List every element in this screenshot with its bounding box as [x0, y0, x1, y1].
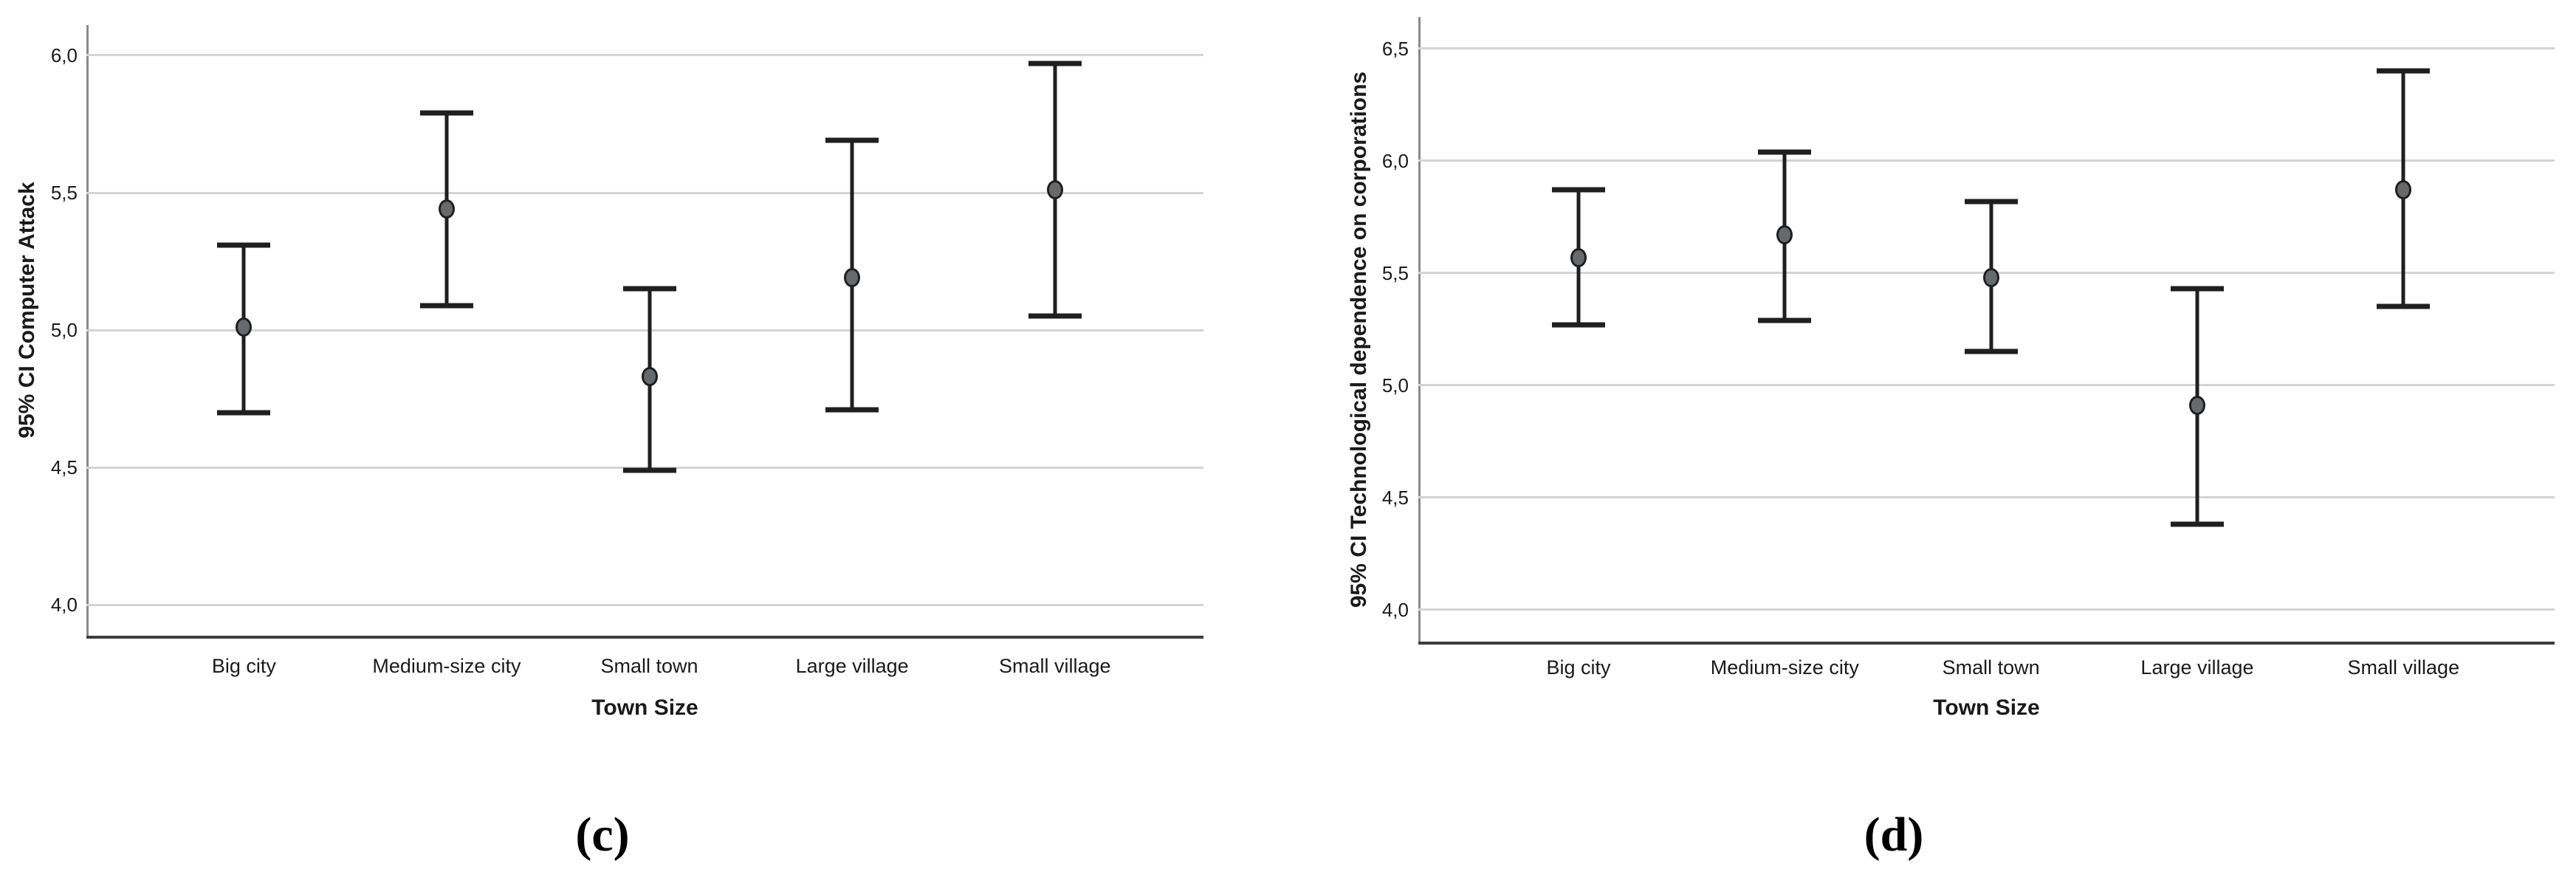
mean-marker-Big city — [1570, 247, 1587, 267]
plot-area-d — [1418, 17, 2555, 645]
error-bar-cap-low — [1758, 317, 1812, 323]
x-tick-label-Medium-size city: Medium-size city — [372, 655, 521, 677]
gridline-6,0 — [1418, 159, 2555, 162]
y-tick-label: 5,5 — [50, 182, 78, 204]
x-tick-label-Big city: Big city — [211, 655, 276, 677]
y-tick-label: 5,0 — [50, 319, 78, 342]
error-bar-cap-low — [1028, 313, 1082, 319]
error-bar-cap-high — [1964, 199, 2018, 205]
y-tick-label: 4,0 — [1381, 598, 1409, 621]
gridline-4,5 — [1418, 496, 2555, 499]
x-tick-label-Medium-size city: Medium-size city — [1710, 656, 1859, 679]
x-axis-line-d — [1418, 642, 2555, 645]
y-tick-label: 5,5 — [1381, 261, 1409, 284]
y-axis-title-c: 95% CI Computer Attack — [15, 182, 39, 439]
mean-marker-Small town — [1982, 267, 1999, 287]
y-tick-label: 5,0 — [1381, 374, 1409, 396]
y-axis-line-c — [86, 25, 89, 639]
x-axis-title-d: Town Size — [1933, 696, 2040, 720]
y-tick-label: 6,5 — [1381, 37, 1409, 60]
gridline-4,0 — [1418, 608, 2555, 611]
gridline-6,0 — [86, 54, 1203, 57]
error-bar-cap-high — [419, 110, 473, 116]
gridline-6,5 — [1418, 47, 2555, 50]
mean-marker-Big city — [236, 317, 253, 337]
gridline-4,5 — [86, 466, 1203, 469]
error-bar-cap-low — [622, 467, 676, 473]
x-tick-label-Large village: Large village — [795, 655, 909, 677]
caption-c: (c) — [575, 808, 630, 862]
error-bar-cap-high — [1758, 149, 1812, 155]
error-bar-cap-high — [1551, 187, 1605, 193]
error-bar-cap-low — [217, 410, 271, 416]
y-tick-label: 4,5 — [50, 456, 78, 479]
error-bar-cap-low — [419, 303, 473, 309]
x-tick-label-Big city: Big city — [1546, 656, 1611, 679]
error-bar-cap-low — [1964, 348, 2018, 354]
mean-marker-Small village — [2395, 180, 2412, 200]
x-axis-title-c: Town Size — [591, 696, 698, 720]
x-tick-label-Small village: Small village — [2347, 656, 2460, 679]
mean-marker-Medium-size city — [438, 199, 455, 219]
y-tick-label: 4,5 — [1381, 486, 1409, 509]
error-bar-cap-high — [1028, 61, 1082, 66]
error-bar-cap-high — [2170, 286, 2224, 292]
error-bar-cap-high — [825, 137, 879, 143]
mean-marker-Small village — [1046, 180, 1063, 200]
plot-area-c — [86, 25, 1203, 639]
error-bar-cap-low — [1551, 322, 1605, 328]
mean-marker-Large village — [2188, 396, 2205, 416]
x-axis-line-c — [86, 636, 1203, 639]
error-bar-cap-high — [217, 242, 271, 248]
x-tick-label-Small village: Small village — [998, 655, 1111, 677]
error-bar-cap-low — [825, 407, 879, 413]
gridline-5,5 — [86, 191, 1203, 194]
error-bar-cap-high — [2377, 68, 2431, 74]
y-tick-label: 4,0 — [50, 594, 78, 617]
mean-marker-Small town — [641, 367, 658, 387]
gridline-5,0 — [1418, 384, 2555, 387]
error-bar-cap-low — [2377, 303, 2431, 309]
y-tick-label: 6,0 — [1381, 149, 1409, 172]
y-axis-line-d — [1418, 17, 1421, 645]
error-bar-cap-low — [2170, 521, 2224, 527]
caption-d: (d) — [1864, 808, 1924, 862]
error-bar-cap-high — [622, 286, 676, 292]
gridline-4,0 — [86, 603, 1203, 606]
mean-marker-Medium-size city — [1776, 225, 1793, 245]
gridline-5,0 — [86, 329, 1203, 332]
x-tick-label-Small town: Small town — [1942, 656, 2040, 679]
x-tick-label-Large village: Large village — [2140, 656, 2254, 679]
x-tick-label-Small town: Small town — [600, 655, 698, 677]
y-tick-label: 6,0 — [50, 44, 78, 66]
mean-marker-Large village — [844, 268, 861, 288]
